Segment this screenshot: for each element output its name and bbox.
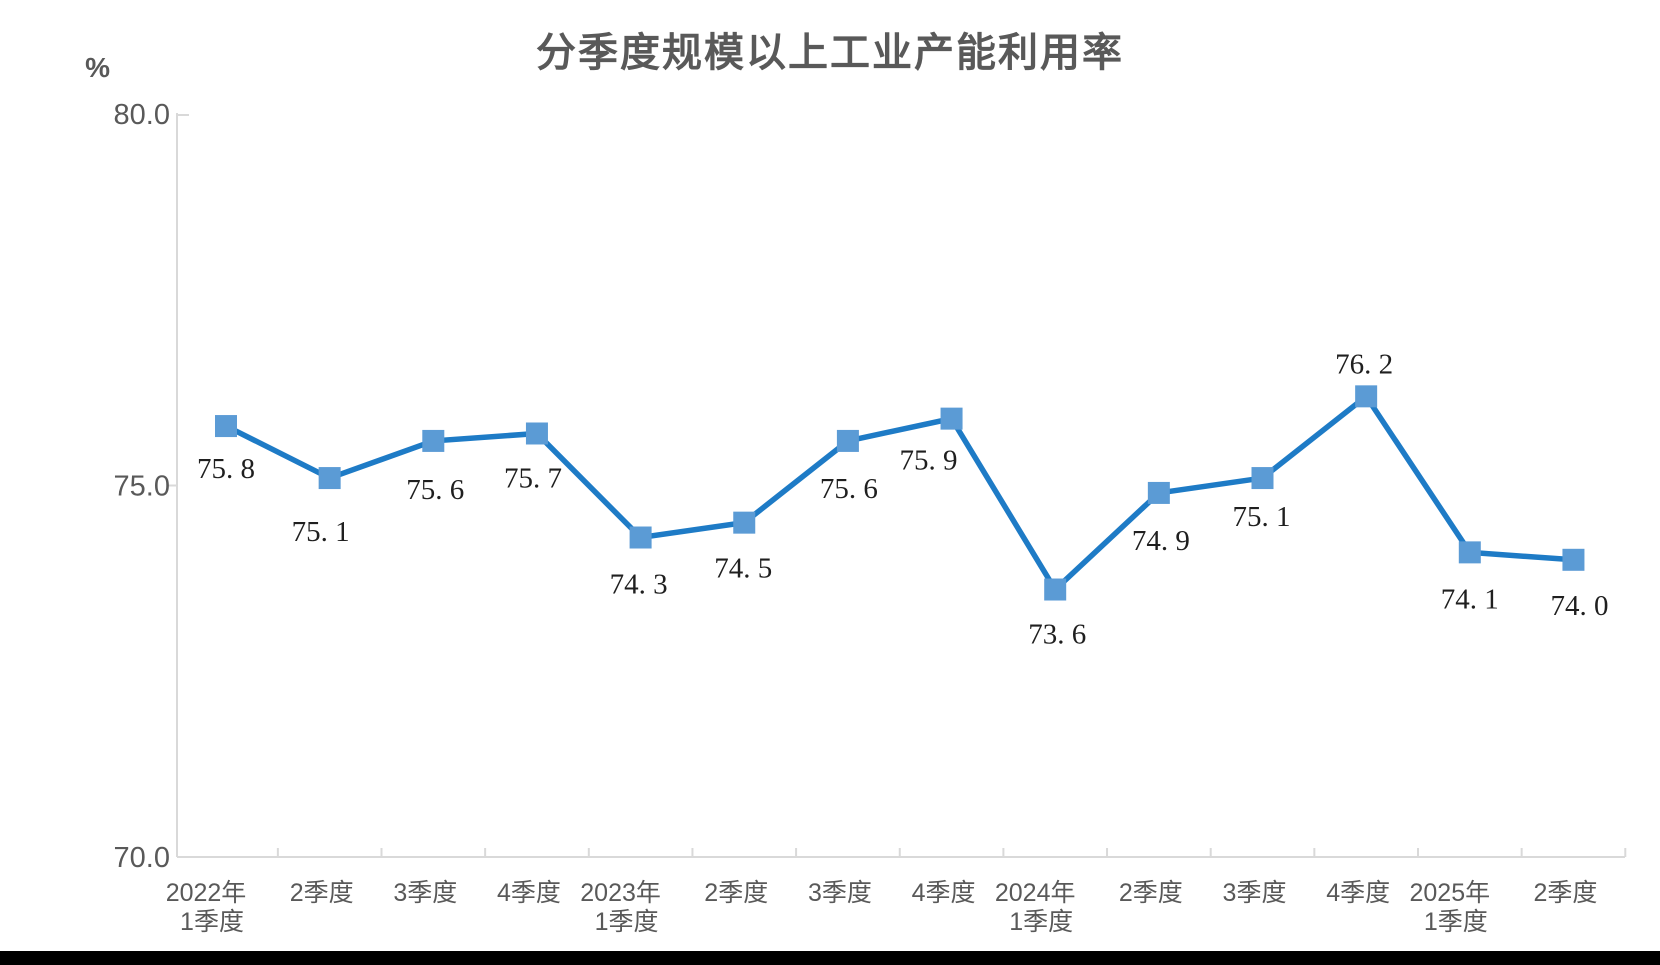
y-axis-tick-label: 75.0 bbox=[114, 471, 170, 503]
data-point-marker bbox=[733, 511, 756, 534]
data-point-marker bbox=[629, 526, 652, 549]
x-axis-tick-label: 2025年 bbox=[1409, 879, 1490, 907]
x-axis-tick-label: 3季度 bbox=[808, 879, 872, 907]
data-label: 73. 6 bbox=[1028, 619, 1086, 651]
data-label: 75. 6 bbox=[406, 474, 464, 506]
x-axis-tick-label: 1季度 bbox=[1009, 908, 1073, 936]
data-point-marker bbox=[1147, 481, 1170, 504]
x-axis-tick-label: 1季度 bbox=[1424, 908, 1488, 936]
data-label: 74. 3 bbox=[610, 569, 668, 601]
data-label: 75. 7 bbox=[504, 462, 562, 494]
data-label: 74. 1 bbox=[1441, 583, 1499, 615]
data-point-marker bbox=[318, 467, 341, 490]
x-axis-tick-label: 4季度 bbox=[1326, 879, 1390, 907]
data-point-marker bbox=[1355, 385, 1378, 408]
x-axis-tick-label: 3季度 bbox=[393, 879, 457, 907]
x-axis-tick-label: 2023年 bbox=[580, 879, 661, 907]
x-axis-tick-label: 2季度 bbox=[1533, 879, 1597, 907]
data-label: 75. 1 bbox=[1233, 501, 1291, 533]
data-point-marker bbox=[1458, 541, 1481, 564]
series-line bbox=[224, 392, 1574, 594]
data-label: 74. 9 bbox=[1132, 525, 1190, 557]
data-point-marker bbox=[525, 422, 548, 445]
x-axis-tick-label: 2022年 bbox=[166, 879, 247, 907]
data-point-marker bbox=[1044, 578, 1067, 601]
data-label: 75. 6 bbox=[820, 473, 878, 505]
data-label: 75. 1 bbox=[292, 516, 350, 548]
x-axis-tick-label: 2024年 bbox=[995, 879, 1076, 907]
x-axis-tick-label: 1季度 bbox=[595, 908, 659, 936]
data-point-marker bbox=[1251, 467, 1274, 490]
x-axis-tick-label: 4季度 bbox=[497, 879, 561, 907]
data-point-marker bbox=[422, 429, 445, 452]
data-label: 76. 2 bbox=[1335, 348, 1393, 380]
y-axis-tick-label: 70.0 bbox=[114, 842, 170, 874]
x-axis-tick-label: 2季度 bbox=[704, 879, 768, 907]
data-label: 75. 9 bbox=[900, 445, 958, 477]
x-axis-tick-label: 4季度 bbox=[912, 879, 976, 907]
y-axis-unit-label: % bbox=[85, 52, 110, 83]
chart-title: 分季度规模以上工业产能利用率 bbox=[536, 31, 1124, 75]
data-point-marker bbox=[836, 429, 859, 452]
data-label: 75. 8 bbox=[197, 453, 255, 485]
data-point-marker bbox=[215, 415, 237, 438]
data-point-marker bbox=[1562, 548, 1585, 571]
data-label: 74. 5 bbox=[714, 553, 772, 585]
data-point-marker bbox=[940, 407, 963, 430]
x-axis-tick-label: 3季度 bbox=[1223, 879, 1287, 907]
y-axis-tick-label: 80.0 bbox=[114, 99, 170, 131]
data-label: 74. 0 bbox=[1550, 590, 1608, 622]
bottom-bar bbox=[0, 951, 1660, 965]
x-axis-tick-label: 2季度 bbox=[1119, 879, 1183, 907]
x-axis-tick-label: 1季度 bbox=[180, 908, 244, 936]
x-axis-tick-label: 2季度 bbox=[290, 879, 354, 907]
